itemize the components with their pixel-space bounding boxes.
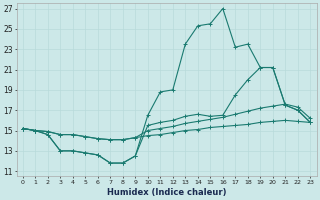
X-axis label: Humidex (Indice chaleur): Humidex (Indice chaleur)	[107, 188, 226, 197]
